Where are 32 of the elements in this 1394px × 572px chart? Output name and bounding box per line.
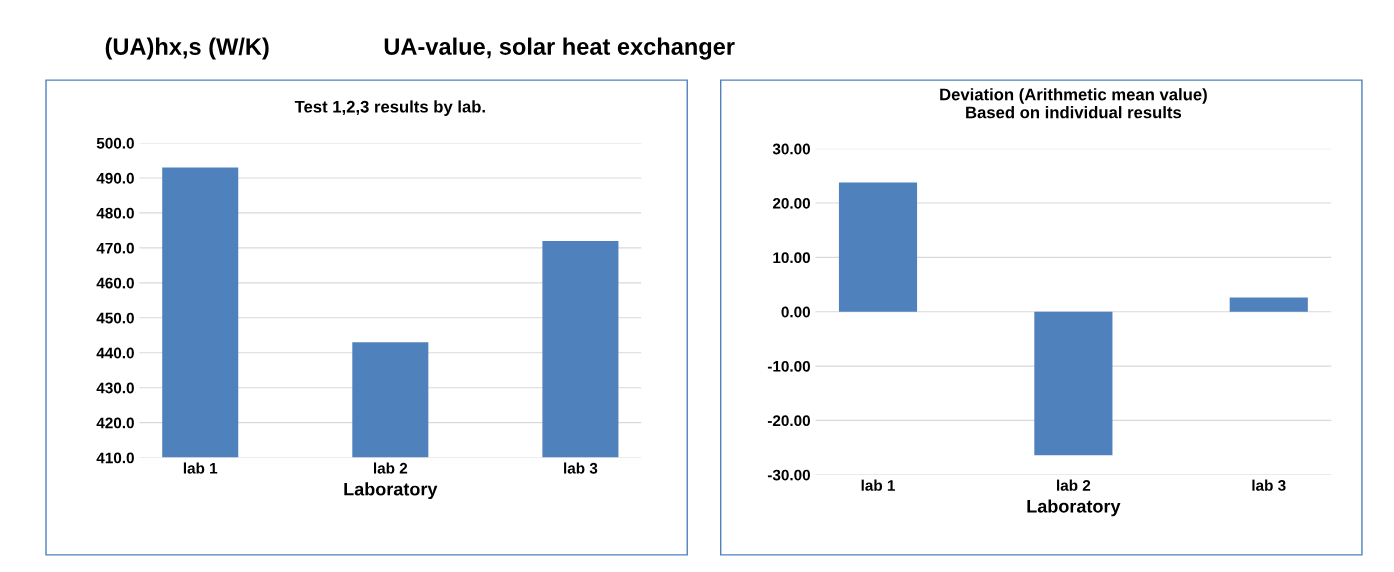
- y-tick-label: 460.0: [96, 277, 134, 289]
- x-axis-title: Laboratory: [344, 482, 438, 500]
- bar: [1034, 311, 1113, 456]
- x-tick-label: lab 3: [1252, 479, 1286, 491]
- x-axis-title: Laboratory: [1027, 499, 1121, 517]
- bar: [1229, 297, 1308, 312]
- bar: [838, 182, 918, 312]
- y-tick-label: 410.0: [96, 452, 134, 464]
- y-tick-label: 430.0: [96, 382, 134, 394]
- text: UA-value, solar heat exchanger: [384, 37, 735, 60]
- y-tick-label: -10.00: [767, 360, 811, 372]
- y-tick-label: 420.0: [96, 417, 134, 429]
- y-tick-label: 470.0: [96, 242, 134, 254]
- y-tick-label: 440.0: [96, 347, 134, 359]
- text: (UA)hx,s (W/K): [105, 37, 269, 60]
- y-tick-label: 500.0: [96, 137, 134, 149]
- y-tick-label: 490.0: [96, 172, 134, 184]
- x-tick-label: lab 2: [373, 462, 408, 474]
- x-tick-label: lab 1: [183, 462, 218, 474]
- x-tick-label: lab 3: [564, 462, 598, 474]
- y-tick-label: 10.00: [773, 252, 811, 264]
- y-tick-label: 0.00: [781, 306, 811, 318]
- y-tick-label: -20.00: [767, 415, 811, 427]
- chart-title: Deviation (Arithmetic mean value) Based on individual results: [940, 88, 1207, 119]
- y-tick-label: 480.0: [96, 207, 134, 219]
- y-tick-label: 30.00: [772, 143, 811, 155]
- chart-title: Test 1,2,3 results by lab.: [294, 100, 485, 116]
- y-tick-label: 450.0: [96, 312, 134, 324]
- y-tick-label: -30.00: [767, 469, 811, 481]
- y-tick-label: 20.00: [772, 197, 811, 209]
- x-tick-label: lab 2: [1057, 479, 1091, 491]
- x-tick-label: lab 1: [861, 479, 895, 491]
